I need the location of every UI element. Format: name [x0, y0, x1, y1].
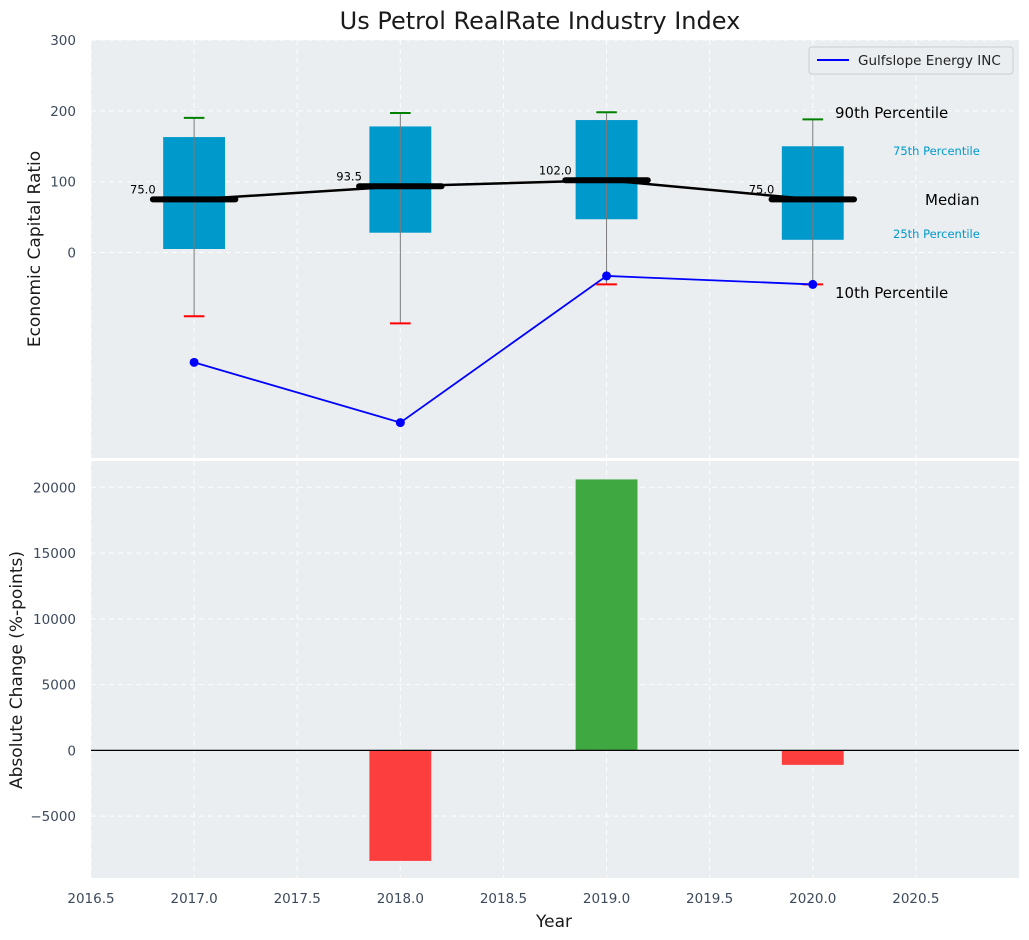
bottom-panel: −5000 0 5000 10000 15000 20000 Absolute Chang…: [7, 461, 1019, 932]
change-bar: [781, 750, 844, 765]
top-y-ticks: 0 100 200 300: [50, 33, 76, 262]
series-line: [193, 275, 813, 424]
x-tick-label: 2020.5: [892, 891, 939, 907]
change-bar: [369, 750, 432, 861]
bottom-y-tick-label: 20000: [33, 480, 76, 496]
bottom-y-ticks: −5000 0 5000 10000 15000 20000: [30, 480, 76, 825]
bottom-y-tick-label: 0: [67, 743, 76, 759]
x-tick-label: 2017.0: [170, 891, 217, 907]
median-trend: [194, 179, 813, 201]
box-0: 75.0: [130, 116, 239, 318]
chart-title: Us Petrol RealRate Industry Index: [340, 7, 741, 35]
box-2: 102.0: [539, 111, 651, 286]
top-panel-background: [91, 40, 1019, 458]
bottom-panel-background: [91, 461, 1019, 878]
x-axis-title: Year: [535, 912, 572, 932]
change-bars: [369, 479, 844, 861]
series-point: [189, 357, 199, 367]
top-y-tick-label: 300: [50, 33, 76, 49]
x-ticks: 2016.5 2017.0 2017.5 2018.0 2018.5 2019.0 2019…: [67, 891, 939, 907]
top-y-tick-label: 200: [50, 104, 76, 120]
series-point: [808, 279, 818, 289]
box-1: 93.5: [336, 111, 445, 325]
x-tick-label: 2018.5: [480, 891, 527, 907]
median-trend-line: [194, 179, 813, 201]
x-tick-label: 2017.5: [274, 891, 321, 907]
annotation-median: Median: [925, 191, 980, 209]
median-value-label: 102.0: [539, 163, 572, 177]
x-tick-label: 2018.0: [377, 891, 424, 907]
company-series: [189, 271, 818, 428]
top-panel: 0 100 200 300 Economic Capital Ratio 75.0 93…: [25, 33, 1019, 458]
x-tick-label: 2016.5: [67, 891, 114, 907]
annotation-p10: 10th Percentile: [835, 284, 948, 302]
legend-label: Gulfslope Energy INC: [858, 53, 1001, 69]
change-bar: [575, 479, 638, 751]
bottom-y-axis-title: Absolute Change (%-points): [7, 551, 27, 789]
annotation-p75: 75th Percentile: [893, 144, 980, 158]
x-tick-label: 2019.0: [583, 891, 630, 907]
bottom-y-tick-label: 15000: [33, 546, 76, 562]
annotation-p25: 25th Percentile: [893, 227, 980, 241]
median-value-label: 93.5: [336, 169, 362, 183]
top-y-tick-label: 100: [50, 175, 76, 191]
annotation-p90: 90th Percentile: [835, 104, 948, 122]
x-tick-label: 2020.0: [789, 891, 836, 907]
median-value-label: 75.0: [130, 182, 156, 196]
series-point: [395, 418, 405, 428]
legend-box: [808, 46, 1014, 75]
bottom-y-tick-label: 10000: [33, 612, 76, 628]
percentile-annotations: 90th Percentile 75th Percentile Median 2…: [835, 104, 980, 302]
bottom-y-tick-label: 5000: [42, 678, 76, 694]
box-3: 75.0: [749, 118, 858, 286]
x-tick-label: 2019.5: [686, 891, 733, 907]
legend: Gulfslope Energy INC: [808, 46, 1014, 75]
box-plots: 75.0 93.5 102.0 75.0: [130, 111, 858, 325]
series-point: [602, 271, 612, 281]
top-y-axis-title: Economic Capital Ratio: [25, 151, 45, 347]
top-y-tick-label: 0: [67, 246, 76, 262]
bottom-y-tick-label: −5000: [30, 809, 76, 825]
